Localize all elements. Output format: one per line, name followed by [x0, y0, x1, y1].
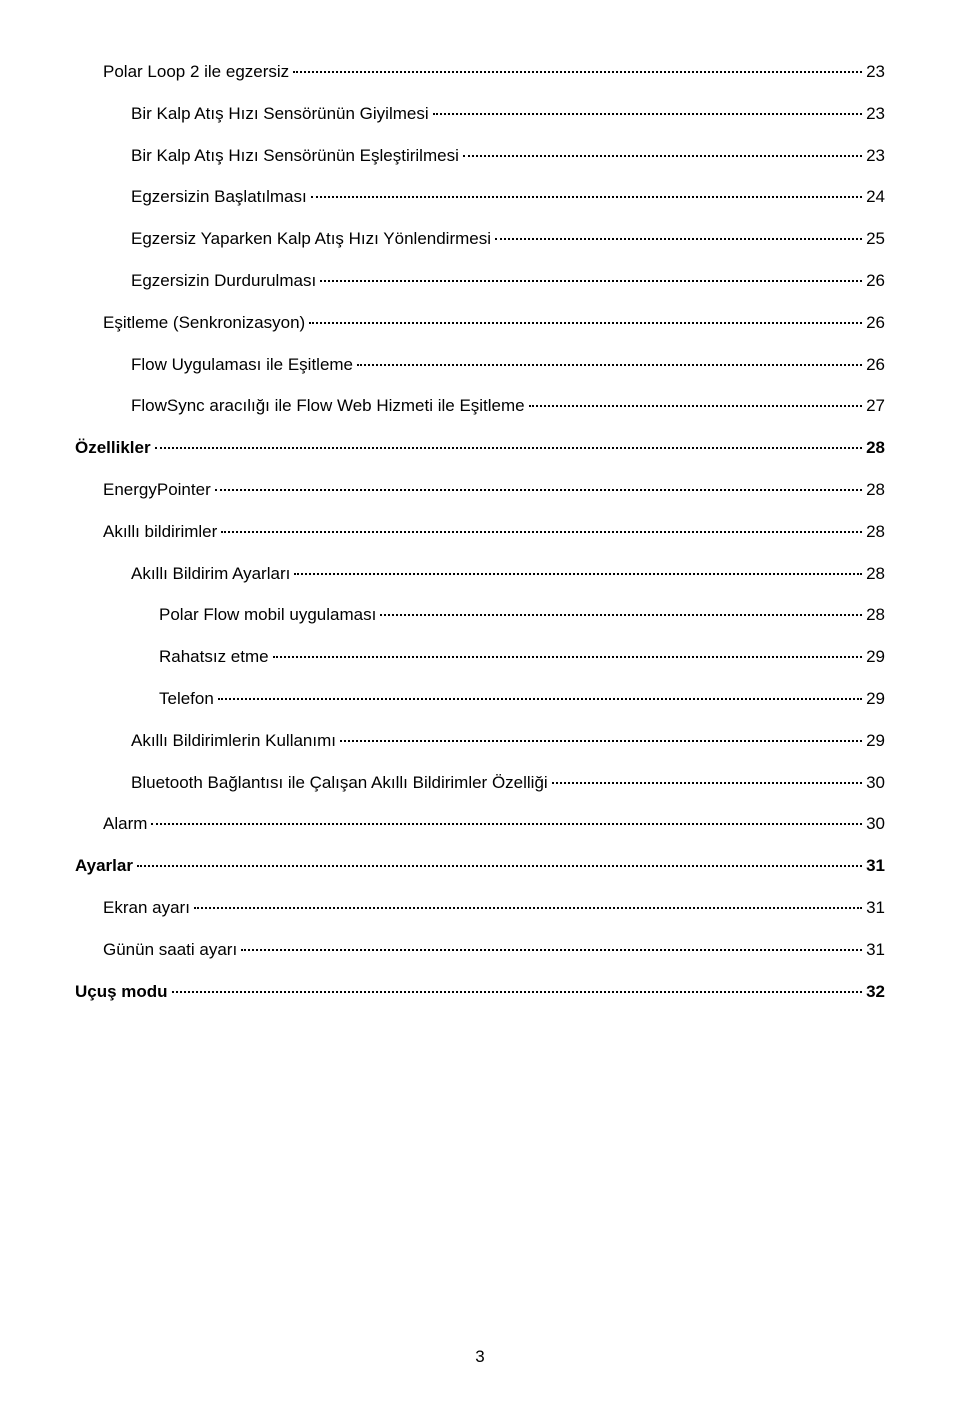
toc-entry-label: Bir Kalp Atış Hızı Sensörünün Eşleştiril… — [131, 144, 459, 168]
toc-dots-leader — [137, 865, 862, 867]
toc-entry: Egzersiz Yaparken Kalp Atış Hızı Yönlend… — [75, 227, 885, 251]
toc-entry-label: Özellikler — [75, 436, 151, 460]
toc-dots-leader — [320, 280, 862, 282]
toc-dots-leader — [172, 991, 863, 993]
toc-entry: Rahatsız etme 29 — [75, 645, 885, 669]
toc-entry: Polar Flow mobil uygulaması 28 — [75, 603, 885, 627]
toc-entry-page: 26 — [866, 269, 885, 293]
toc-entry-page: 32 — [866, 980, 885, 1004]
toc-entry-page: 28 — [866, 520, 885, 544]
toc-entry: Uçuş modu 32 — [75, 980, 885, 1004]
toc-entry-page: 28 — [866, 436, 885, 460]
toc-dots-leader — [552, 782, 862, 784]
toc-dots-leader — [221, 531, 862, 533]
toc-dots-leader — [340, 740, 862, 742]
toc-entry-label: Alarm — [103, 812, 147, 836]
toc-entry-page: 29 — [866, 645, 885, 669]
toc-entry-label: Rahatsız etme — [159, 645, 269, 669]
table-of-contents: Polar Loop 2 ile egzersiz23Bir Kalp Atış… — [75, 60, 885, 1003]
toc-entry-page: 31 — [866, 854, 885, 878]
toc-entry-label: Egzersizin Durdurulması — [131, 269, 316, 293]
toc-entry: Özellikler 28 — [75, 436, 885, 460]
toc-entry: FlowSync aracılığı ile Flow Web Hizmeti … — [75, 394, 885, 418]
toc-entry-page: 28 — [866, 478, 885, 502]
toc-entry-page: 30 — [866, 771, 885, 795]
toc-entry: Egzersizin Durdurulması 26 — [75, 269, 885, 293]
toc-entry-label: Ekran ayarı — [103, 896, 190, 920]
toc-dots-leader — [463, 155, 862, 157]
toc-entry: Bluetooth Bağlantısı ile Çalışan Akıllı … — [75, 771, 885, 795]
toc-entry: Bir Kalp Atış Hızı Sensörünün Eşleştiril… — [75, 144, 885, 168]
toc-entry: Polar Loop 2 ile egzersiz 23 — [75, 60, 885, 84]
toc-entry-label: Akıllı Bildirim Ayarları — [131, 562, 290, 586]
toc-entry: Alarm 30 — [75, 812, 885, 836]
toc-entry: EnergyPointer 28 — [75, 478, 885, 502]
toc-dots-leader — [273, 656, 862, 658]
toc-dots-leader — [529, 405, 862, 407]
toc-dots-leader — [311, 196, 862, 198]
toc-entry: Egzersizin Başlatılması 24 — [75, 185, 885, 209]
toc-entry-page: 31 — [866, 938, 885, 962]
toc-entry-label: Eşitleme (Senkronizasyon) — [103, 311, 305, 335]
toc-dots-leader — [495, 238, 862, 240]
toc-entry-page: 23 — [866, 144, 885, 168]
toc-entry-label: Polar Loop 2 ile egzersiz — [103, 60, 289, 84]
toc-dots-leader — [293, 71, 862, 73]
toc-dots-leader — [357, 364, 862, 366]
toc-dots-leader — [218, 698, 862, 700]
toc-entry-page: 28 — [866, 562, 885, 586]
toc-entry-label: Polar Flow mobil uygulaması — [159, 603, 376, 627]
toc-entry: Eşitleme (Senkronizasyon) 26 — [75, 311, 885, 335]
toc-entry-label: FlowSync aracılığı ile Flow Web Hizmeti … — [131, 394, 525, 418]
toc-entry-label: Uçuş modu — [75, 980, 168, 1004]
toc-entry-label: Akıllı Bildirimlerin Kullanımı — [131, 729, 336, 753]
toc-entry-label: Günün saati ayarı — [103, 938, 237, 962]
toc-entry: Flow Uygulaması ile Eşitleme 26 — [75, 353, 885, 377]
toc-dots-leader — [433, 113, 862, 115]
toc-dots-leader — [294, 573, 862, 575]
toc-entry-label: Ayarlar — [75, 854, 133, 878]
toc-entry-label: Flow Uygulaması ile Eşitleme — [131, 353, 353, 377]
toc-entry-page: 25 — [866, 227, 885, 251]
toc-entry-label: Bir Kalp Atış Hızı Sensörünün Giyilmesi — [131, 102, 429, 126]
toc-entry-label: Akıllı bildirimler — [103, 520, 217, 544]
toc-entry: Akıllı bildirimler 28 — [75, 520, 885, 544]
toc-entry: Akıllı Bildirimlerin Kullanımı 29 — [75, 729, 885, 753]
toc-entry-page: 24 — [866, 185, 885, 209]
toc-entry: Ekran ayarı 31 — [75, 896, 885, 920]
toc-entry-page: 26 — [866, 353, 885, 377]
toc-dots-leader — [194, 907, 862, 909]
toc-entry-page: 27 — [866, 394, 885, 418]
toc-entry-page: 30 — [866, 812, 885, 836]
toc-entry-label: Bluetooth Bağlantısı ile Çalışan Akıllı … — [131, 771, 548, 795]
toc-entry: Bir Kalp Atış Hızı Sensörünün Giyilmesi 2… — [75, 102, 885, 126]
toc-entry-page: 26 — [866, 311, 885, 335]
toc-dots-leader — [151, 823, 862, 825]
toc-dots-leader — [241, 949, 862, 951]
toc-entry: Akıllı Bildirim Ayarları 28 — [75, 562, 885, 586]
toc-dots-leader — [380, 614, 862, 616]
toc-entry-page: 28 — [866, 603, 885, 627]
toc-entry-label: Telefon — [159, 687, 214, 711]
toc-entry-label: EnergyPointer — [103, 478, 211, 502]
page-number: 3 — [0, 1347, 960, 1367]
toc-entry-page: 29 — [866, 687, 885, 711]
toc-dots-leader — [309, 322, 862, 324]
toc-entry-page: 29 — [866, 729, 885, 753]
toc-entry-page: 23 — [866, 60, 885, 84]
toc-entry-label: Egzersiz Yaparken Kalp Atış Hızı Yönlend… — [131, 227, 491, 251]
toc-dots-leader — [215, 489, 862, 491]
toc-entry-page: 23 — [866, 102, 885, 126]
toc-entry-label: Egzersizin Başlatılması — [131, 185, 307, 209]
toc-entry: Ayarlar 31 — [75, 854, 885, 878]
toc-entry: Telefon 29 — [75, 687, 885, 711]
toc-entry: Günün saati ayarı 31 — [75, 938, 885, 962]
toc-entry-page: 31 — [866, 896, 885, 920]
toc-dots-leader — [155, 447, 862, 449]
